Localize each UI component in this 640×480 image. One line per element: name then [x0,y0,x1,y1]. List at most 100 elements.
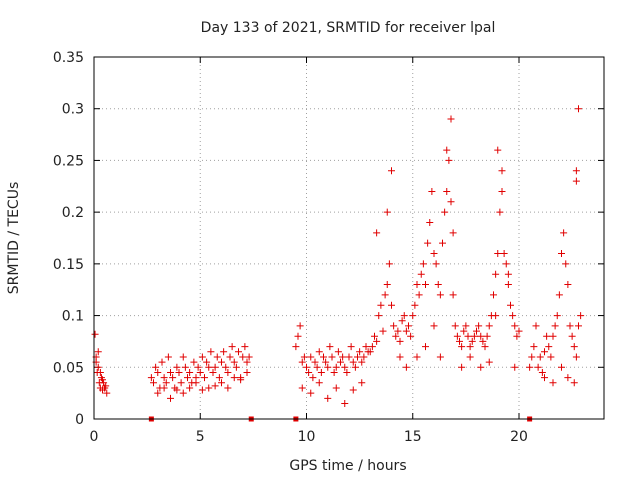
data-point [150,379,157,387]
data-point [179,353,187,361]
y-tick-label: 0 [75,412,84,428]
ticks: 0 0.05 0.1 0.15 0.2 0.25 0.3 0.35 0 5 10 15 20 [53,50,604,445]
data-point [388,301,395,309]
data-point [94,348,102,356]
data-point [211,382,219,390]
data-point [360,353,368,361]
data-point [392,332,400,340]
data-point [356,348,364,356]
data-point [152,363,160,371]
data-point [449,229,457,237]
data-point [479,337,487,345]
data-point [447,115,455,123]
data-point [213,353,221,361]
data-point [226,353,234,361]
data-point [558,250,565,258]
data-point [154,368,162,376]
data-point [351,363,359,371]
data-point [167,394,174,402]
data-point [485,358,493,366]
data-point [468,337,476,345]
data-point [490,291,497,299]
data-point [575,105,582,113]
data-point [498,167,506,175]
x-tick-label: 0 [90,429,99,445]
data-point [243,358,251,366]
data-point [549,379,557,387]
data-point [388,167,395,175]
data-point [426,218,434,226]
data-point [207,348,215,356]
data-point [415,291,423,299]
data-point [358,358,366,366]
data-point [498,187,506,195]
data-point [564,281,572,289]
data-point [379,327,387,335]
data-point [315,348,323,356]
y-tick-label: 0.1 [62,309,84,325]
data-point [317,368,325,376]
data-point [334,348,342,356]
data-point [94,363,102,371]
data-point [147,374,155,382]
data-point [496,208,504,216]
data-point [511,363,519,371]
data-point [239,353,247,361]
data-point [241,343,249,351]
data-point [324,363,332,371]
data-point [377,301,385,309]
plot-frame [93,56,605,420]
data-points [91,105,585,407]
data-point [536,353,544,361]
data-point [209,368,217,376]
data-point [298,358,306,366]
x-tick-label: 5 [196,429,205,445]
data-point [313,363,321,371]
data-point [158,358,166,366]
data-point [481,343,489,351]
data-point [211,363,219,371]
y-tick-label: 0.2 [62,205,84,221]
y-tick-label: 0.05 [53,360,84,376]
data-point [572,353,580,361]
data-point [570,379,578,387]
data-point [385,260,393,268]
data-point [443,146,451,154]
data-point [541,348,548,356]
data-point [422,281,429,289]
data-point [405,322,412,330]
data-point [305,368,313,376]
data-point [292,343,300,351]
data-point [96,368,104,376]
data-point [504,270,512,278]
data-point [466,353,474,361]
data-point [222,363,230,371]
data-point [447,198,455,206]
data-point [411,301,419,309]
data-point [303,363,310,371]
data-point [101,384,109,392]
data-point [555,291,563,299]
data-point [413,353,421,361]
data-point [526,363,534,371]
data-point [154,389,162,397]
data-point [169,374,177,382]
data-point [436,353,444,361]
data-point [232,363,240,371]
data-point [298,384,306,392]
data-point [390,322,398,330]
data-point [430,322,438,330]
data-point [462,322,470,330]
data-point [341,363,349,371]
data-point [311,358,319,366]
data-point [224,384,232,392]
chart-title: Day 133 of 2021, SRMTID for receiver lpa… [201,20,496,36]
data-point [164,353,172,361]
x-tick-label: 15 [404,429,422,445]
data-point [407,332,415,340]
data-point [237,376,245,384]
data-point [466,343,474,351]
data-point [205,363,213,371]
data-point [235,348,242,356]
